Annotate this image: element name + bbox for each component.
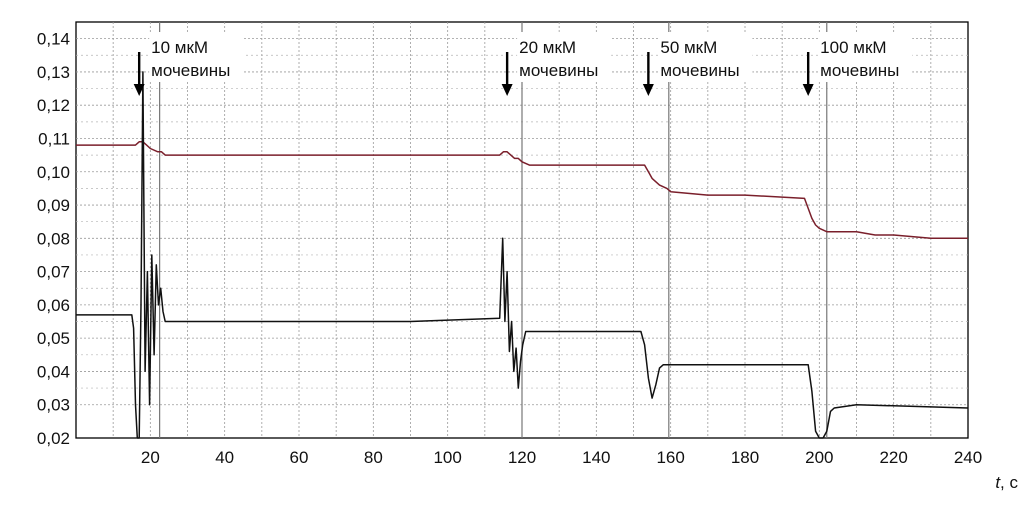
y-tick-label: 0,04: [37, 362, 70, 381]
event-arrow-head: [642, 84, 654, 96]
arrows: [133, 52, 814, 96]
y-tick-labels: 0,02 0,03 0,04 0,05 0,06 0,07 0,08 0,09 0,10 0,11…: [37, 30, 70, 448]
y-tick-label: 0,06: [37, 296, 70, 315]
y-tick-label: 0,11: [38, 129, 70, 148]
y-tick-label: 0,09: [37, 196, 70, 215]
annotation-background: [658, 32, 753, 82]
x-tick-label: 80: [364, 448, 383, 467]
annotation-background: [149, 32, 244, 82]
x-tick-label: 160: [656, 448, 684, 467]
x-tick-label: 220: [879, 448, 907, 467]
annotation-substance: мочевины: [660, 61, 739, 80]
y-tick-label: 0,08: [37, 229, 70, 248]
y-tick-label: 0,03: [37, 396, 70, 415]
y-tick-label: 0,14: [37, 30, 70, 49]
annotation-concentration: 50 мкМ: [660, 38, 717, 57]
x-tick-label: 100: [433, 448, 461, 467]
vertical-markers: [159, 22, 828, 438]
x-tick-label: 200: [805, 448, 833, 467]
series-line-1: [76, 141, 968, 240]
y-tick-label: 0,10: [37, 163, 70, 182]
event-arrow-head: [133, 84, 145, 96]
event-arrow-head: [802, 84, 814, 96]
x-tick-label: 20: [141, 448, 160, 467]
y-tick-label: 0,07: [37, 263, 70, 282]
event-arrow-head: [501, 84, 513, 96]
annotation-concentration: 10 мкМ: [151, 38, 208, 57]
y-tick-label: 0,12: [37, 96, 70, 115]
x-tick-label: 120: [508, 448, 536, 467]
annotation-concentration: 20 мкМ: [519, 38, 576, 57]
series-line-2: [76, 71, 969, 439]
y-tick-label: 0,13: [37, 63, 70, 82]
x-tick-label: 140: [582, 448, 610, 467]
annotation-concentration: 100 мкМ: [820, 38, 886, 57]
annotations: 10 мкМ мочевины 20 мкМ мочевины 50 мкМ мочеви…: [149, 32, 913, 82]
annotation-substance: мочевины: [820, 61, 899, 80]
x-tick-label: 240: [954, 448, 982, 467]
series-group: [76, 71, 969, 439]
annotation-background: [517, 32, 612, 82]
annotation-substance: мочевины: [151, 61, 230, 80]
x-tick-label: 40: [215, 448, 234, 467]
x-tick-label: 180: [731, 448, 759, 467]
y-tick-label: 0,05: [37, 329, 70, 348]
y-tick-label: 0,02: [37, 429, 70, 448]
x-axis-title: t, с: [995, 473, 1018, 492]
annotation-background: [818, 32, 913, 82]
x-tick-label: 60: [290, 448, 309, 467]
annotation-substance: мочевины: [519, 61, 598, 80]
x-tick-labels: 20 40 60 80 100 120 140 160 180 200 220 240: [141, 448, 982, 467]
